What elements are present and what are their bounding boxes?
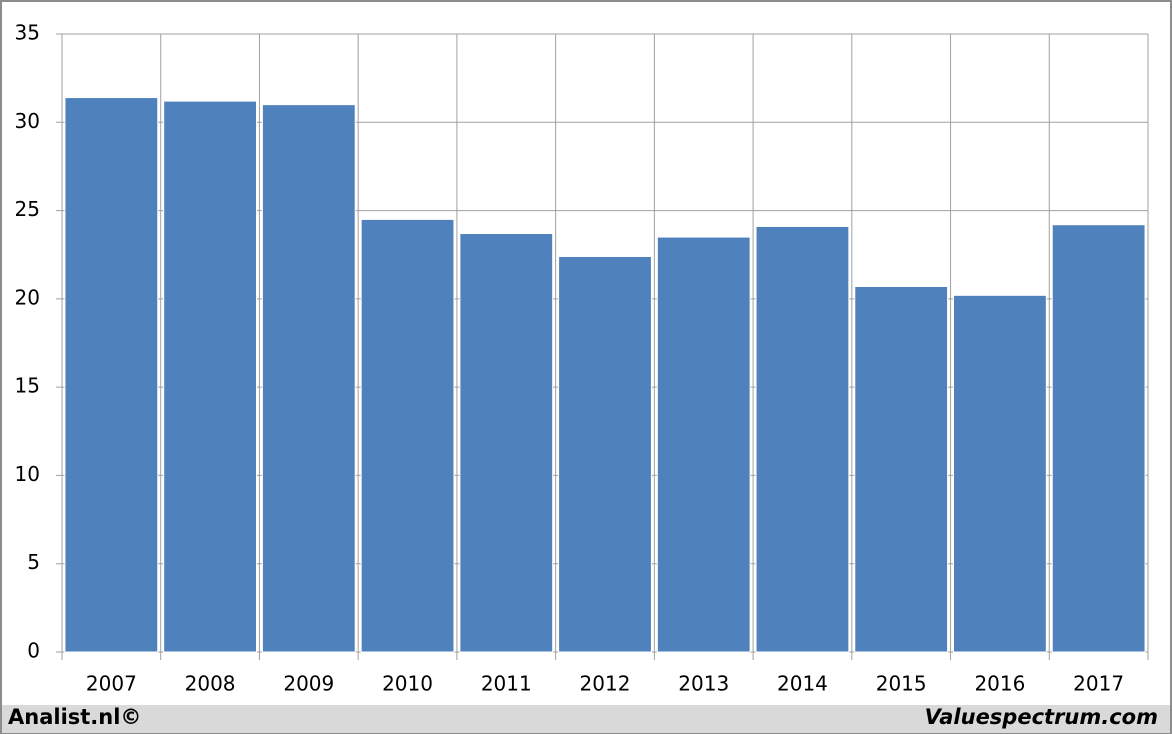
x-tick-label: 2012 [580,672,631,696]
bar [64,97,159,653]
y-tick-label: 35 [15,21,40,45]
bar [755,225,850,653]
x-tick-label: 2007 [86,672,137,696]
y-tick-label: 0 [27,639,40,663]
y-tick-label: 10 [15,462,40,486]
y-tick-label: 15 [15,374,40,398]
x-tick-label: 2014 [777,672,828,696]
bar [558,255,652,653]
x-tick-label: 2015 [876,672,927,696]
footer-right: Valuespectrum.com [925,705,1158,729]
bar [261,104,356,653]
bar [163,100,257,653]
y-tick-label: 30 [15,109,40,133]
bar [459,233,554,653]
x-tick-label: 2016 [974,672,1025,696]
bar [854,285,949,653]
x-tick-label: 2008 [185,672,236,696]
bar [1051,224,1146,653]
x-tick-label: 2013 [678,672,729,696]
y-tick-label: 5 [27,550,40,574]
x-tick-label: 2017 [1073,672,1124,696]
x-tick-label: 2009 [283,672,334,696]
bar [953,294,1047,653]
bar [360,218,455,653]
footer-left: Analist.nl© [8,705,141,729]
y-tick-label: 25 [15,197,40,221]
x-tick-label: 2010 [382,672,433,696]
bar [656,236,751,653]
x-tick-label: 2011 [481,672,532,696]
footer-band [2,705,1170,733]
y-tick-label: 20 [15,285,40,309]
